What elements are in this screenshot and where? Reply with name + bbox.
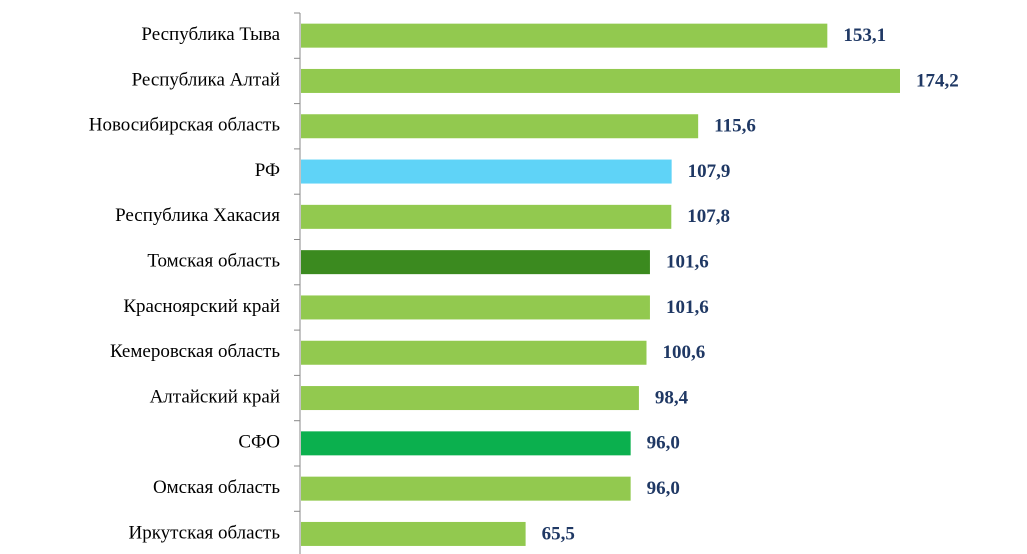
value-label: 101,6 (666, 297, 709, 318)
value-label: 174,2 (916, 70, 959, 91)
value-label: 107,8 (687, 206, 730, 227)
value-label: 153,1 (843, 25, 886, 46)
value-label: 96,0 (647, 433, 680, 454)
bar (301, 476, 631, 501)
bar (301, 159, 672, 184)
value-label: 115,6 (714, 116, 756, 137)
category-label: Алтайский край (150, 386, 280, 407)
category-label: Томская область (147, 251, 280, 272)
category-label: Кемеровская область (110, 341, 280, 362)
value-label: 98,4 (655, 387, 689, 408)
bar (301, 23, 828, 48)
bar (301, 68, 900, 93)
value-label: 107,9 (688, 161, 731, 182)
category-label: Республика Хакасия (115, 205, 280, 226)
category-label: Республика Тыва (141, 24, 280, 45)
value-label: 96,0 (647, 478, 680, 499)
category-label: Омская область (153, 477, 280, 498)
bar (301, 250, 650, 275)
value-label: 65,5 (542, 523, 575, 544)
bar (301, 431, 631, 456)
bar (301, 386, 639, 411)
category-label: Новосибирская область (89, 115, 281, 136)
category-label: СФО (238, 432, 280, 453)
category-label: РФ (255, 160, 280, 181)
category-label: Иркутская область (128, 522, 280, 543)
value-label: 101,6 (666, 252, 709, 273)
value-label: 100,6 (662, 342, 705, 363)
bar (301, 295, 650, 320)
bar (301, 114, 699, 139)
bar (301, 521, 526, 546)
category-label: Красноярский край (123, 296, 280, 317)
bar (301, 204, 672, 229)
bar (301, 340, 647, 365)
category-label: Республика Алтай (132, 69, 280, 90)
